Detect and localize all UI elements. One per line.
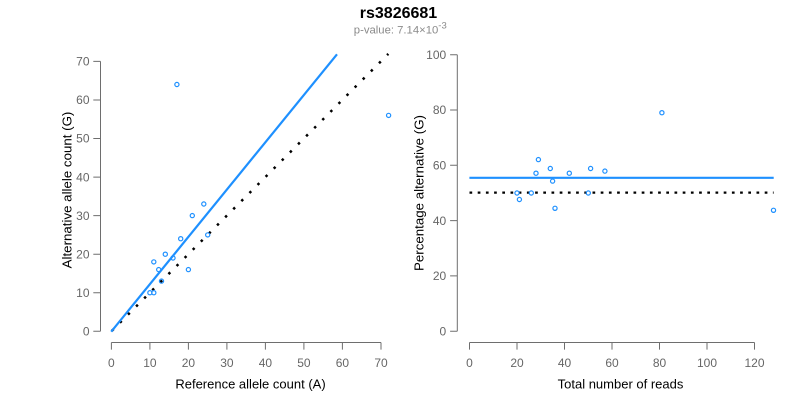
svg-text:20: 20 bbox=[510, 356, 524, 370]
svg-text:Reference allele count (A): Reference allele count (A) bbox=[175, 376, 325, 391]
svg-text:0: 0 bbox=[466, 356, 473, 370]
svg-text:40: 40 bbox=[76, 170, 90, 184]
svg-text:Percentage alternative (G): Percentage alternative (G) bbox=[411, 115, 426, 271]
svg-text:70: 70 bbox=[374, 356, 388, 370]
svg-text:40: 40 bbox=[558, 356, 572, 370]
svg-text:0: 0 bbox=[440, 325, 447, 339]
svg-text:120: 120 bbox=[744, 356, 764, 370]
svg-text:0: 0 bbox=[83, 325, 90, 339]
svg-text:20: 20 bbox=[433, 269, 447, 283]
svg-text:10: 10 bbox=[143, 356, 157, 370]
svg-text:60: 60 bbox=[76, 93, 90, 107]
svg-text:40: 40 bbox=[259, 356, 273, 370]
svg-text:rs3826681: rs3826681 bbox=[360, 5, 438, 22]
svg-text:50: 50 bbox=[76, 132, 90, 146]
svg-text:60: 60 bbox=[433, 159, 447, 173]
svg-text:80: 80 bbox=[653, 356, 667, 370]
svg-text:30: 30 bbox=[76, 209, 90, 223]
svg-text:100: 100 bbox=[697, 356, 717, 370]
svg-text:40: 40 bbox=[433, 214, 447, 228]
svg-text:20: 20 bbox=[182, 356, 196, 370]
svg-text:-3: -3 bbox=[438, 21, 446, 32]
svg-text:20: 20 bbox=[76, 247, 90, 261]
svg-text:100: 100 bbox=[426, 48, 446, 62]
svg-text:10: 10 bbox=[76, 286, 90, 300]
svg-text:Total number of reads: Total number of reads bbox=[558, 376, 684, 391]
svg-text:0: 0 bbox=[108, 356, 115, 370]
svg-text:50: 50 bbox=[297, 356, 311, 370]
svg-text:Alternative allele count (G): Alternative allele count (G) bbox=[59, 112, 74, 269]
svg-text:60: 60 bbox=[336, 356, 350, 370]
svg-text:60: 60 bbox=[605, 356, 619, 370]
svg-text:80: 80 bbox=[433, 103, 447, 117]
svg-text:p-value: 7.14×10: p-value: 7.14×10 bbox=[354, 24, 438, 36]
svg-text:70: 70 bbox=[76, 55, 90, 69]
svg-text:30: 30 bbox=[220, 356, 234, 370]
